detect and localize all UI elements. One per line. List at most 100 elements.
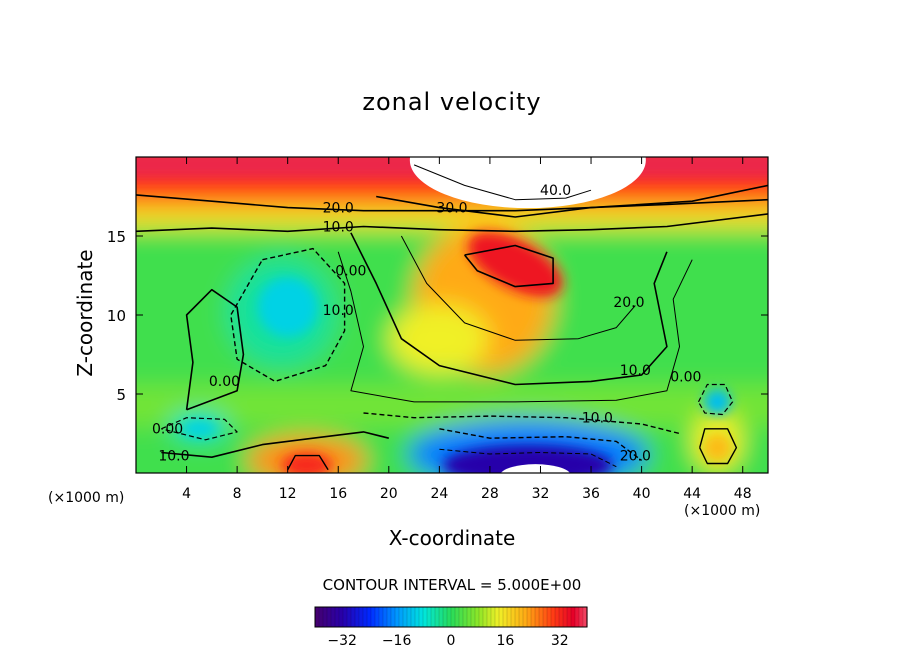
colorbar-swatch (571, 607, 576, 627)
contour-bottom-warm (287, 454, 329, 471)
y-tick-label: 5 (116, 386, 126, 404)
colorbar-swatch (563, 607, 568, 627)
contour-label: 30.0 (436, 200, 467, 216)
contour-0 (337, 251, 693, 403)
left-cold-core (181, 420, 218, 437)
contour-label: 10.0 (620, 363, 651, 379)
colorbar-swatch (475, 607, 480, 627)
x-tick-label: 16 (329, 486, 347, 502)
colorbar-swatch (455, 607, 460, 627)
contour-label: 10.0 (323, 303, 354, 319)
contour-labels: 40.0 30.0 20.0 10.0 0.00 10.0 20.0 10.0 0.00 0.00… (152, 183, 701, 464)
contour-neg10-patch (230, 247, 346, 383)
heatmap-field (136, 157, 768, 473)
colorbar-swatch (351, 607, 356, 627)
colorbar-swatch (567, 607, 572, 627)
colorbar-swatch (535, 607, 540, 627)
colorbar-swatch (379, 607, 384, 627)
colorbar-swatch (547, 607, 552, 627)
colorbar-swatch (319, 607, 324, 627)
contour-neg20 (439, 428, 643, 461)
colorbar-swatch (543, 607, 548, 627)
contour-right-cold (697, 383, 734, 416)
y-tick-label: 15 (107, 228, 126, 246)
contour-label: 20.0 (620, 448, 651, 464)
colorbar-swatch (447, 607, 452, 627)
colorbar-swatch (507, 607, 512, 627)
colorbar-swatch (483, 607, 488, 627)
colorbar-swatch (419, 607, 424, 627)
colorbar-swatch (459, 607, 464, 627)
colorbar-swatch (519, 607, 524, 627)
colorbar: −32 −16 0 16 32 (314, 606, 588, 649)
contour-label: 0.00 (209, 374, 240, 390)
contour-lines (136, 164, 768, 471)
x-tick-label: 12 (279, 486, 297, 502)
contour-label: 10.0 (323, 219, 354, 235)
colorbar-swatch (343, 607, 348, 627)
x-tick-label: 8 (233, 486, 242, 502)
colorbar-swatch (495, 607, 500, 627)
colorbar-swatch (383, 607, 388, 627)
colorbar-swatch (335, 607, 340, 627)
colorbar-tick-label: −32 (327, 633, 357, 649)
x-unit-label-right: (×1000 m) (684, 503, 761, 519)
colorbar-swatch (487, 607, 492, 627)
colorbar-swatch (423, 607, 428, 627)
chart-title: zonal velocity (362, 88, 542, 116)
colorbar-swatch (579, 607, 584, 627)
jet-tail (389, 303, 490, 374)
colorbar-tick-label: −16 (382, 633, 412, 649)
y-ticks: 5 10 15 (107, 228, 768, 404)
x-tick-label: 32 (532, 486, 550, 502)
colorbar-swatch (427, 607, 432, 627)
contour-10-lower (350, 232, 668, 386)
colorbar-tick-label: 32 (551, 633, 569, 649)
contour-neg30 (439, 448, 617, 468)
colorbar-swatch (551, 607, 556, 627)
lower-band (136, 386, 768, 426)
contour-jet-core (463, 244, 554, 288)
colorbar-swatch (531, 607, 536, 627)
colorbar-swatch (375, 607, 380, 627)
colorbar-swatch (511, 607, 516, 627)
contour-interval-label: CONTOUR INTERVAL = 5.000E+00 (322, 576, 582, 594)
colorbar-swatch (387, 607, 392, 627)
x-tick-label: 36 (582, 486, 600, 502)
colorbar-swatch (411, 607, 416, 627)
colorbar-swatch (395, 607, 400, 627)
contour-label: 0.00 (152, 422, 183, 438)
colorbar-swatch (467, 607, 472, 627)
x-tick-label: 40 (633, 486, 651, 502)
jet-core (467, 232, 563, 297)
x-unit-label-left: (×1000 m) (48, 490, 125, 506)
bottom-min-region (500, 464, 571, 473)
contour-label: 0.00 (670, 369, 701, 385)
colorbar-swatch (367, 607, 372, 627)
contour-left-patch (185, 288, 245, 411)
colorbar-swatch (327, 607, 332, 627)
x-axis-label: X-coordinate (388, 526, 516, 550)
colorbar-swatch (439, 607, 444, 627)
surface-max-region (409, 157, 646, 209)
colorbar-swatch (347, 607, 352, 627)
colorbar-swatch (363, 607, 368, 627)
colorbar-swatch (479, 607, 484, 627)
x-tick-label: 44 (683, 486, 701, 502)
colorbar-swatch (331, 607, 336, 627)
contour-neg10-lower (363, 412, 680, 435)
contour-10 (136, 213, 768, 233)
contour-left-cold (161, 417, 238, 441)
colorbar-swatch (499, 607, 504, 627)
colorbar-swatch (339, 607, 344, 627)
colorbar-swatch (523, 607, 528, 627)
contour-label: 20.0 (613, 295, 644, 311)
contour-label: 10.0 (158, 448, 189, 464)
colorbar-tick-label: 0 (447, 633, 456, 649)
colorbar-swatch (443, 607, 448, 627)
colorbar-swatch (359, 607, 364, 627)
colorbar-swatch (491, 607, 496, 627)
cold-core (257, 277, 318, 338)
contour-10-bottom (161, 431, 389, 458)
